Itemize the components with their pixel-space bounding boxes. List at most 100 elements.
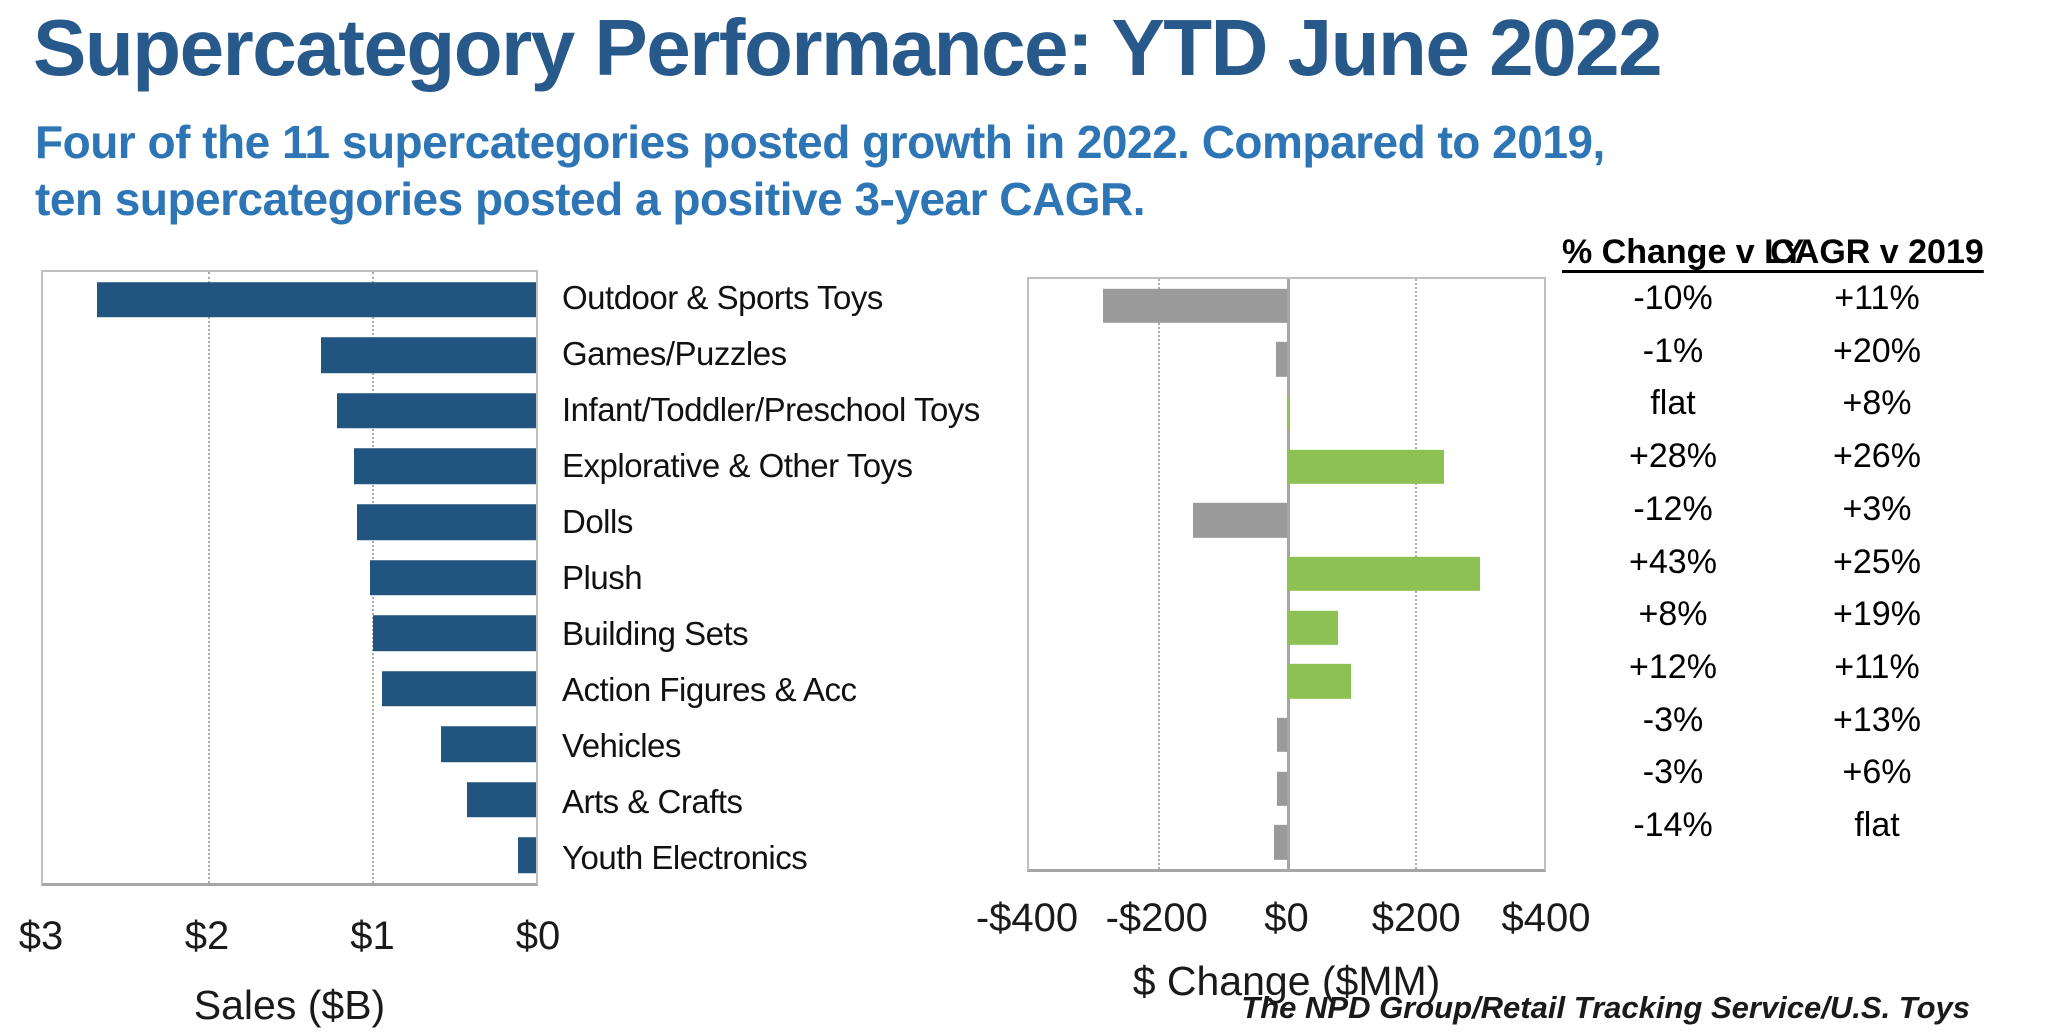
gridline-2-dollar [207,272,210,883]
sales-axis-tick: $3 [18,914,64,958]
change-bar-row [1029,333,1544,387]
cagr-value: +3% [1842,489,1912,528]
change-x-axis: -$400 -$200 $0 $200 $400 [976,896,1591,942]
change-bar [1273,825,1287,860]
change-bar-row [1029,601,1544,655]
sales-bar-row [43,605,536,661]
category-label: Dolls [562,503,633,540]
pct-change-value: +43% [1629,542,1717,581]
category-label: Arts & Crafts [562,783,743,820]
subtitle: Four of the 11 supercategories posted gr… [35,114,1605,228]
sales-axis-tick: $2 [184,914,230,958]
change-bar [1276,717,1287,753]
gridline-neg-200 [1157,279,1160,869]
pct-change-value: flat [1650,384,1696,423]
sales-bar [381,670,536,707]
pct-change-value: -3% [1642,753,1704,792]
sales-axis-tick: $1 [350,914,395,958]
pct-change-column-header: % Change v LY [1562,233,1805,271]
change-bar-row [1029,440,1544,494]
pct-change-value: -3% [1642,700,1704,739]
change-bar-row [1029,279,1544,333]
cagr-value: +6% [1842,753,1912,792]
change-bar-row [1029,762,1544,816]
change-axis-tick: $400 [1501,896,1591,940]
category-labels: Outdoor & Sports Toys Games/Puzzles Infant… [562,270,1022,886]
category-label: Explorative & Other Toys [562,447,913,484]
sales-bar-row [43,827,536,883]
sales-bar [373,615,536,651]
pct-change-value: +8% [1638,595,1708,634]
change-chart-plot [1027,277,1546,872]
sales-bar [357,504,536,540]
category-label: Plush [562,559,643,596]
change-axis-title: $ Change ($MM) [1132,958,1441,1004]
category-label: Infant/Toddler/Preschool Toys [562,391,980,428]
sales-bar [440,726,536,762]
sales-bar [320,337,536,374]
cagr-value: +8% [1842,384,1912,423]
cagr-value: +20% [1833,331,1921,370]
pct-change-value: -14% [1633,806,1713,845]
change-bar [1193,503,1287,538]
change-bar-row [1029,708,1544,762]
sales-bar-row [43,494,536,550]
change-axis-tick: -$400 [975,896,1079,940]
change-bar-row [1029,547,1544,601]
cagr-value: flat [1854,806,1900,845]
pct-change-value: -1% [1642,331,1704,370]
pct-change-value: +28% [1629,437,1717,476]
pct-change-value: +12% [1629,648,1717,686]
change-bar [1275,342,1287,377]
sales-bar-row [43,772,536,828]
cagr-value: +19% [1833,595,1921,634]
pct-change-value: -12% [1633,489,1713,528]
sales-bar-row [43,716,536,772]
cagr-value: +26% [1833,437,1921,476]
subtitle-line-1: Four of the 11 supercategories posted gr… [35,116,1605,168]
sales-bar-row [43,439,536,495]
subtitle-line-2: ten supercategories posted a positive 3-… [35,173,1146,225]
category-label: Youth Electronics [562,839,808,876]
sales-chart-plot [41,270,538,886]
change-bar-row [1029,654,1544,708]
category-label: Vehicles [562,727,681,764]
cagr-value: +25% [1833,542,1921,581]
change-bar-row [1029,815,1544,869]
change-bar [1276,771,1287,806]
sales-bar [517,837,536,874]
change-bar [1103,288,1287,323]
change-axis-tick: $200 [1371,896,1461,940]
sales-bars [43,272,536,883]
cagr-value: +11% [1834,648,1920,686]
page-title: Supercategory Performance: YTD June 2022 [33,3,1663,92]
sales-axis-tick: $0 [515,914,561,958]
change-axis-tick: -$200 [1105,896,1208,940]
category-label: Building Sets [562,615,749,652]
cagr-value: +13% [1833,700,1921,739]
change-bar [1286,610,1338,645]
category-label: Outdoor & Sports Toys [562,279,883,316]
change-bar [1286,556,1480,592]
change-bar-row [1029,494,1544,548]
sales-bar [337,393,536,429]
sales-bar [353,448,536,485]
change-bars [1029,279,1544,869]
change-bar [1286,664,1351,699]
sales-bar-row [43,550,536,606]
cagr-value: +11% [1834,278,1920,317]
sales-bar [97,281,536,318]
sales-bar-row [43,272,536,328]
change-bar-row [1029,386,1544,440]
change-bar [1286,395,1290,431]
sales-bar-row [43,383,536,439]
category-label: Action Figures & Acc [562,671,857,708]
cagr-column: +11% +20% +8% +26% +3% +25% +19% +11% +13% +6% fla… [1766,272,1988,852]
pct-change-value: -10% [1633,278,1713,317]
cagr-column-header: CAGR v 2019 [1770,233,1984,271]
sales-x-axis: $3 $2 $1 $0 [19,914,561,960]
sales-bar [466,781,536,818]
source-attribution: The NPD Group/Retail Tracking Service/U.… [1241,990,1970,1025]
sales-axis-title: Sales ($B) [193,982,386,1028]
